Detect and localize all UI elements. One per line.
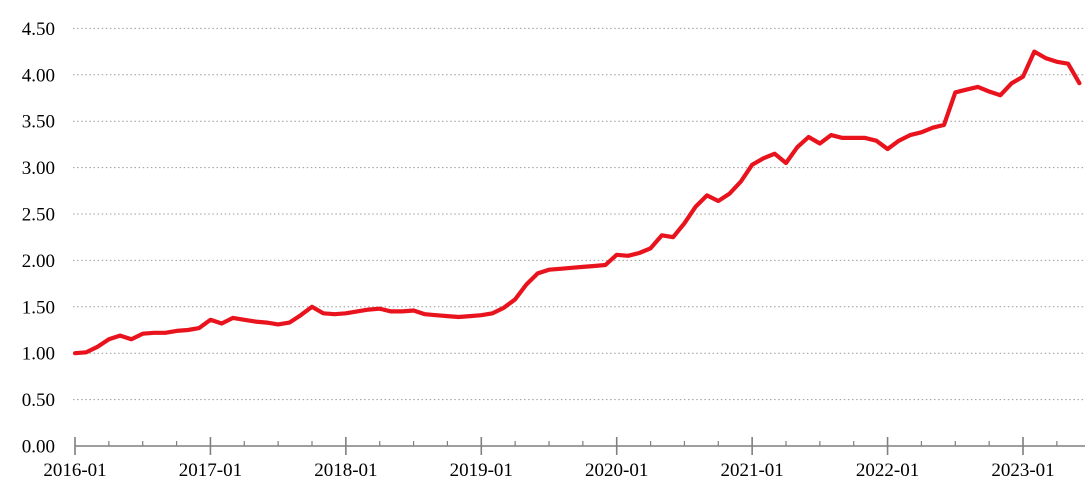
x-tick-label: 2021-01 <box>720 460 783 481</box>
y-tick-label: 4.00 <box>22 65 55 86</box>
y-tick-label: 1.50 <box>22 297 55 318</box>
x-tick-label: 2020-01 <box>585 460 648 481</box>
y-tick-label: 3.00 <box>22 158 55 179</box>
x-axis <box>74 437 1085 455</box>
gridlines <box>73 27 1085 401</box>
x-tick-label: 2019-01 <box>450 460 513 481</box>
y-tick-label: 0.00 <box>22 437 55 458</box>
x-tick-label: 2018-01 <box>314 460 377 481</box>
y-axis-labels: 0.00 0.50 1.00 1.50 2.00 2.50 3.00 3.50 4.00 4.50 <box>22 19 55 458</box>
x-tick-label: 2016-01 <box>43 460 106 481</box>
series-line <box>72 49 1082 356</box>
data-series <box>72 49 1082 356</box>
x-tick-label: 2023-01 <box>991 460 1054 481</box>
x-tick-label: 2017-01 <box>179 460 242 481</box>
y-tick-label: 3.50 <box>22 112 55 133</box>
y-tick-label: 1.00 <box>22 344 55 365</box>
y-tick-label: 0.50 <box>22 390 55 411</box>
y-tick-label: 4.50 <box>22 19 55 40</box>
x-axis-labels: 2016-01 2017-01 2018-01 2019-01 2020-01 2021-… <box>43 460 1054 481</box>
y-tick-label: 2.00 <box>22 251 55 272</box>
y-tick-label: 2.50 <box>22 205 55 226</box>
x-tick-label: 2022-01 <box>856 460 919 481</box>
